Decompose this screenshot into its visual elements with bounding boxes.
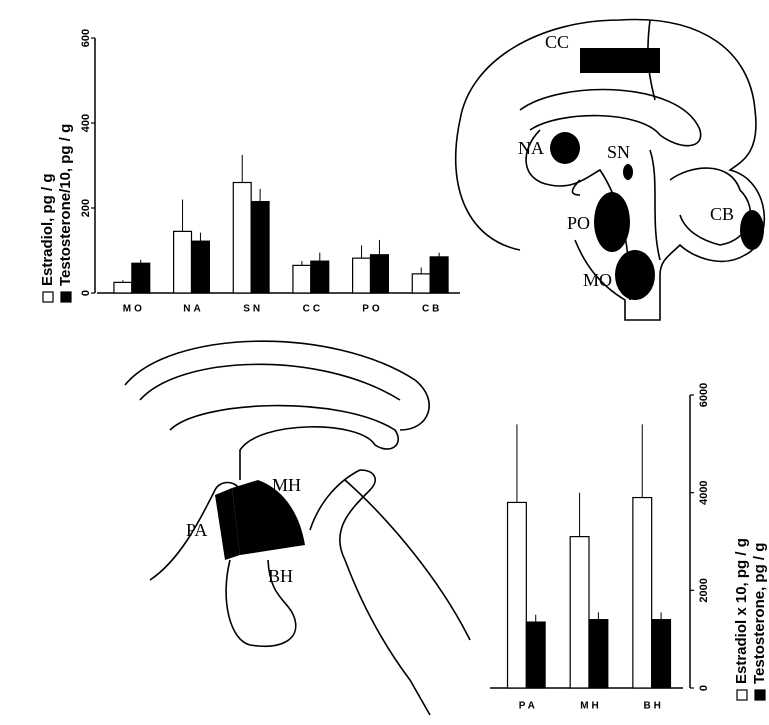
legend-item: Estradiol x 10, pg / g xyxy=(733,538,750,700)
y-tick-label: 0 xyxy=(698,685,710,691)
region-label: MH xyxy=(272,475,301,495)
y-tick-label: 6000 xyxy=(698,383,710,407)
bar xyxy=(251,202,269,293)
bar xyxy=(132,263,150,293)
figure: CC NA SN PO CB MO MH PA BH 0 200 400 600 MO N… xyxy=(0,0,769,725)
x-tick-label: CC xyxy=(303,304,323,315)
bar xyxy=(311,261,329,293)
legend-label: Estradiol, pg / g xyxy=(39,173,56,286)
region-label: BH xyxy=(268,566,293,586)
y-tick-label: 600 xyxy=(80,29,92,47)
legend-swatch xyxy=(737,690,747,700)
x-tick-label: PA xyxy=(519,701,538,712)
legend-swatch xyxy=(61,292,71,302)
region-label: PO xyxy=(567,213,590,233)
bar xyxy=(589,620,608,688)
bar xyxy=(174,231,192,293)
legend-swatch xyxy=(43,292,53,302)
y-tick-label: 400 xyxy=(80,114,92,132)
bar xyxy=(526,622,545,688)
legend-label: Testosterone/10, pg / g xyxy=(57,124,74,286)
brain-diagram: CC NA SN PO CB MO xyxy=(456,20,765,320)
x-tick-label: MO xyxy=(123,304,145,315)
x-tick-label: SN xyxy=(243,304,263,315)
legend-label: Estradiol x 10, pg / g xyxy=(733,538,750,684)
region-label: CB xyxy=(710,204,734,224)
bar xyxy=(293,265,311,293)
region-label: CC xyxy=(545,32,569,52)
x-tick-label: CB xyxy=(422,304,442,315)
hypothalamus-diagram: MH PA BH xyxy=(125,341,470,715)
bar xyxy=(430,257,448,293)
region-label: NA xyxy=(518,138,544,158)
x-tick-label: PO xyxy=(362,304,382,315)
bar xyxy=(508,502,527,688)
bar xyxy=(633,498,652,688)
bar xyxy=(233,183,251,294)
bar xyxy=(570,537,589,688)
legend-swatch xyxy=(755,690,765,700)
bar xyxy=(353,258,371,293)
legend-item: Testosterone, pg / g xyxy=(751,543,768,700)
legend-item: Estradiol, pg / g xyxy=(39,173,56,302)
x-tick-label: NA xyxy=(183,304,203,315)
region-label: MO xyxy=(583,270,612,290)
y-tick-label: 0 xyxy=(80,290,92,296)
bar xyxy=(114,282,132,293)
y-tick-label: 2000 xyxy=(698,578,710,602)
bar xyxy=(192,241,210,293)
bar xyxy=(371,255,389,293)
legend-label: Testosterone, pg / g xyxy=(751,543,768,684)
legend-item: Testosterone/10, pg / g xyxy=(57,124,74,302)
y-tick-label: 200 xyxy=(80,199,92,217)
bar xyxy=(652,620,671,688)
region-label: SN xyxy=(607,142,630,162)
y-tick-label: 4000 xyxy=(698,480,710,504)
x-tick-label: BH xyxy=(643,701,663,712)
region-label: PA xyxy=(186,520,207,540)
bar xyxy=(412,274,430,293)
x-tick-label: MH xyxy=(580,701,602,712)
